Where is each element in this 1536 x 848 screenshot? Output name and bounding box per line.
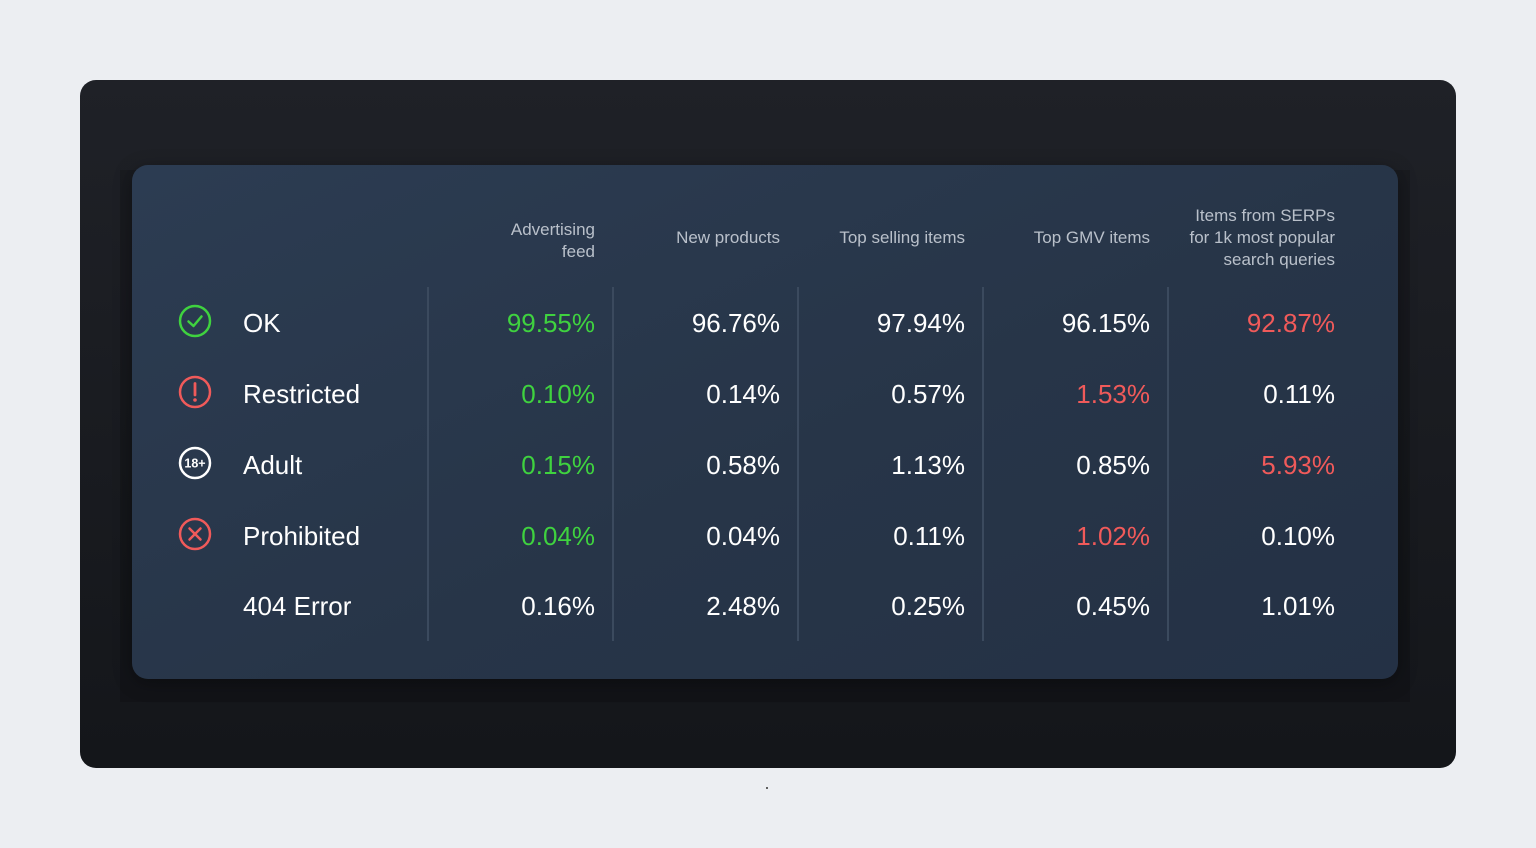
- table-cell: 0.14%: [706, 379, 780, 409]
- column-header-label: Items from SERPs for 1k most popular sea…: [1189, 206, 1335, 269]
- table-cell: 0.58%: [706, 450, 780, 480]
- column-divider: [982, 287, 984, 641]
- table-cell: 0.15%: [521, 450, 595, 480]
- table-cell: 96.15%: [1061, 308, 1150, 338]
- table-cell: 0.11%: [893, 521, 965, 551]
- table-cell: 1.53%: [1076, 379, 1150, 409]
- table-cell: 0.25%: [891, 591, 965, 621]
- table-cell: 0.16%: [521, 591, 595, 621]
- table-cell: 0.85%: [1076, 450, 1150, 480]
- row-label-404-error: 404 Error: [243, 591, 352, 621]
- x-circle-icon: [178, 517, 212, 551]
- row-label-ok: OK: [243, 308, 281, 338]
- footer-dot: [766, 787, 768, 789]
- dark-frame: Advertising feed New products Top sellin…: [80, 80, 1456, 768]
- table-cell: 0.57%: [891, 379, 965, 409]
- table-cell: 1.13%: [891, 450, 965, 480]
- column-divider: [797, 287, 799, 641]
- svg-text:18+: 18+: [184, 457, 205, 471]
- exclamation-circle-icon: [178, 375, 212, 409]
- row-label-prohibited: Prohibited: [243, 521, 361, 551]
- table-cell: 1.01%: [1261, 591, 1335, 621]
- table-cell: 2.48%: [706, 591, 780, 621]
- row-label-adult: Adult: [243, 450, 303, 480]
- row-label-restricted: Restricted: [243, 379, 361, 409]
- table-cell: 1.02%: [1076, 521, 1150, 551]
- column-header-label: Top selling items: [839, 228, 965, 247]
- eighteen-plus-icon: 18+: [178, 446, 212, 480]
- column-header-label: Advertising feed: [510, 220, 595, 261]
- column-divider: [612, 287, 614, 641]
- column-header-label: Top GMV items: [1033, 228, 1150, 247]
- column-divider: [1167, 287, 1169, 641]
- table-cell: 0.04%: [706, 521, 780, 551]
- table-cell: 0.04%: [521, 521, 595, 551]
- column-header-label: New products: [676, 228, 780, 247]
- table-cell: 99.55%: [506, 308, 595, 338]
- table-cell: 0.10%: [1261, 521, 1335, 551]
- table-cell: 0.10%: [521, 379, 595, 409]
- table-cell: 0.45%: [1076, 591, 1150, 621]
- table-cell: 97.94%: [876, 308, 965, 338]
- table-cell: 5.93%: [1261, 450, 1335, 480]
- table-cell: 96.76%: [691, 308, 780, 338]
- column-divider: [427, 287, 429, 641]
- table-cell: 0.11%: [1263, 379, 1335, 409]
- check-circle-icon: [178, 304, 212, 338]
- table-cell: 92.87%: [1246, 308, 1335, 338]
- results-table-panel: Advertising feed New products Top sellin…: [132, 165, 1398, 679]
